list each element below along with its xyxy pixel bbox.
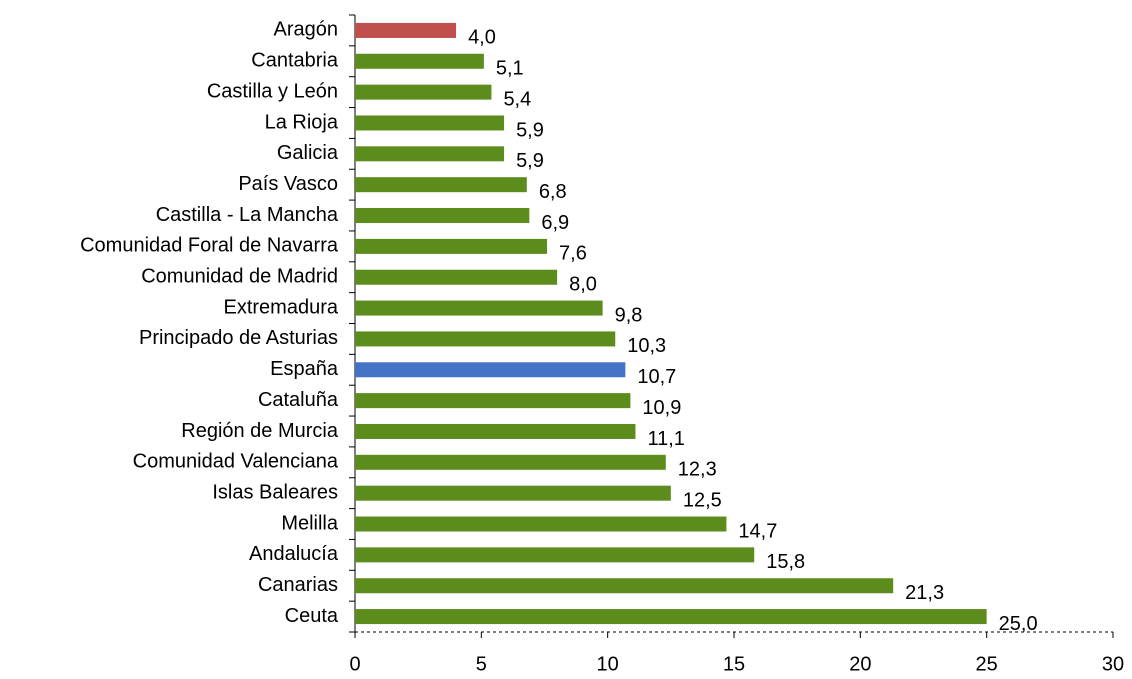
x-tick-label: 15 <box>723 653 745 675</box>
data-label: 5,1 <box>496 58 524 80</box>
y-tick-label: La Rioja <box>265 111 339 133</box>
data-label: 11,1 <box>647 428 684 450</box>
y-tick-label: Ceuta <box>285 605 339 627</box>
data-label: 9,8 <box>615 304 643 326</box>
y-tick-label: Cantabria <box>251 50 339 72</box>
bar <box>355 115 505 131</box>
y-tick-label: Canarias <box>258 574 338 596</box>
bar <box>355 547 755 563</box>
bar <box>355 485 671 501</box>
data-label: 10,9 <box>642 397 681 419</box>
data-label: 5,9 <box>516 119 544 141</box>
data-label: 6,8 <box>539 181 567 203</box>
y-tick-label: Melilla <box>281 512 339 534</box>
bar <box>355 269 558 285</box>
x-tick-label: 0 <box>349 653 360 675</box>
data-label: 10,7 <box>637 366 676 388</box>
bar <box>355 331 616 347</box>
y-tick-label: Principado de Asturias <box>139 327 338 349</box>
y-tick-label: Islas Baleares <box>212 481 338 503</box>
data-label: 25,0 <box>999 613 1038 635</box>
bar <box>355 238 548 254</box>
bar <box>355 300 603 316</box>
bar <box>355 423 636 439</box>
data-label: 7,6 <box>559 243 587 265</box>
y-tick-label: Aragón <box>274 19 339 41</box>
bar <box>355 53 484 69</box>
bar <box>355 454 666 470</box>
bar <box>355 22 457 38</box>
y-tick-label: Comunidad Valenciana <box>133 451 339 473</box>
y-tick-label: País Vasco <box>238 173 338 195</box>
data-label: 15,8 <box>766 551 805 573</box>
x-tick-label: 25 <box>976 653 998 675</box>
bar <box>355 146 505 162</box>
data-label: 10,3 <box>627 335 666 357</box>
y-tick-label: Galicia <box>277 142 339 164</box>
y-tick-label: Cataluña <box>258 389 339 411</box>
bar <box>355 393 631 409</box>
bar <box>355 578 894 594</box>
bar <box>355 208 530 224</box>
x-tick-label: 10 <box>597 653 619 675</box>
bar <box>355 609 987 625</box>
x-tick-label: 20 <box>849 653 871 675</box>
data-label: 14,7 <box>738 520 777 542</box>
y-tick-label: Comunidad de Madrid <box>141 266 338 288</box>
data-label: 4,0 <box>468 27 496 49</box>
bar <box>355 362 626 378</box>
data-label: 12,3 <box>678 459 717 481</box>
x-tick-label: 5 <box>476 653 487 675</box>
y-tick-label: Comunidad Foral de Navarra <box>80 235 339 257</box>
data-label: 12,5 <box>683 489 722 511</box>
data-label: 21,3 <box>905 582 944 604</box>
y-tick-label: España <box>270 358 339 380</box>
y-tick-label: Región de Murcia <box>181 420 339 442</box>
y-tick-label: Andalucía <box>249 543 339 565</box>
x-tick-label: 30 <box>1102 653 1124 675</box>
data-label: 5,9 <box>516 150 544 172</box>
y-tick-label: Castilla y León <box>207 80 338 102</box>
data-label: 5,4 <box>503 88 531 110</box>
data-label: 6,9 <box>541 212 569 234</box>
bar <box>355 177 527 193</box>
bar <box>355 84 492 100</box>
data-label: 8,0 <box>569 274 597 296</box>
y-tick-label: Castilla - La Mancha <box>156 204 339 226</box>
bar <box>355 516 727 532</box>
y-tick-label: Extremadura <box>224 296 339 318</box>
